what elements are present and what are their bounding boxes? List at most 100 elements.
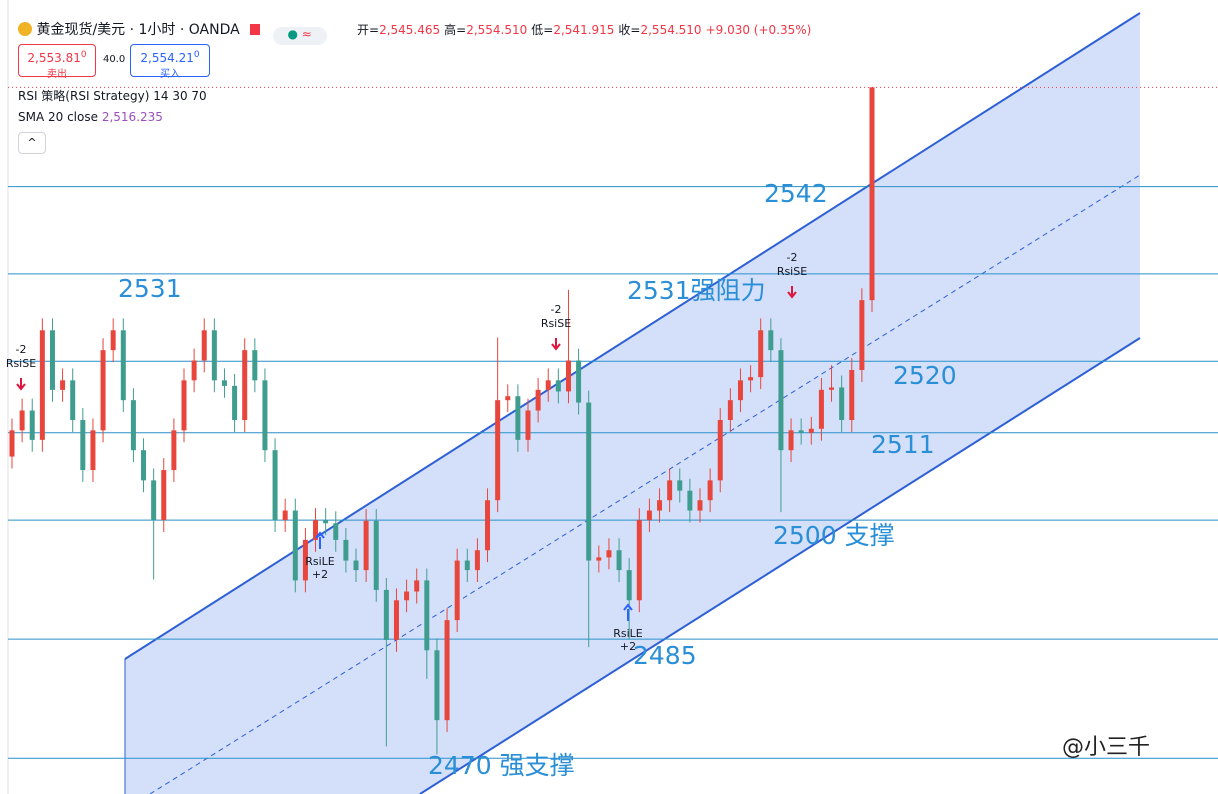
candle-body: [636, 520, 642, 601]
candle-body: [292, 510, 298, 581]
signal-arrow: [623, 603, 633, 621]
candle-body: [353, 560, 359, 571]
candle-body: [849, 370, 855, 421]
candle-body: [586, 402, 592, 561]
sell-fraction: 0: [80, 50, 87, 60]
candle-body: [414, 580, 420, 592]
signal-arrow: [787, 286, 797, 299]
collapse-button[interactable]: ^: [18, 132, 46, 154]
signal-name: RsiLE: [613, 627, 643, 640]
candle-body: [657, 500, 663, 511]
sell-button[interactable]: 2,553.810 卖出: [18, 44, 96, 80]
signal-name: RsiSE: [541, 317, 571, 330]
signal-size: -2: [551, 303, 562, 316]
candle-body: [737, 380, 743, 401]
ohlc-value: 2,554.510: [466, 23, 528, 37]
candle-body: [748, 377, 754, 381]
flag[interactable]: [250, 24, 261, 35]
annotation: 2500 支撑: [773, 521, 895, 550]
annotation: 2531强阻力: [627, 276, 766, 305]
candle-body: [130, 400, 136, 451]
candle-body: [80, 420, 86, 471]
signal-name: RsiSE: [6, 357, 36, 370]
candle-body: [798, 430, 804, 433]
candle-body: [191, 360, 197, 381]
signal-size: -2: [16, 343, 27, 356]
watermark: @小三千: [1062, 735, 1150, 760]
candle-body: [29, 410, 35, 440]
candle-body: [626, 570, 632, 601]
candle-body: [373, 520, 379, 590]
candle-body: [525, 410, 531, 440]
ohlc-change: +9.030 (+0.35%): [705, 23, 812, 37]
candle-body: [829, 387, 835, 390]
channel-fill: [125, 13, 1140, 794]
signal-size: +2: [620, 640, 636, 653]
signal-size: +2: [312, 568, 328, 581]
candle-body: [495, 400, 501, 501]
symbol-title[interactable]: 黄金现货/美元 · 1小时 · OANDA: [36, 22, 240, 38]
candle-body: [707, 480, 713, 501]
signal-size: -2: [787, 251, 798, 264]
candle-body: [90, 430, 96, 471]
buy-price: 2,554.21: [140, 51, 194, 65]
candle-body: [697, 500, 703, 511]
candle-body: [616, 550, 622, 571]
candle-body: [343, 539, 349, 561]
candle-body: [383, 589, 389, 640]
candle-body: [171, 430, 177, 471]
candle-body: [545, 380, 551, 390]
candle-body: [393, 600, 399, 640]
spread: 40.0: [103, 54, 126, 65]
candle-body: [535, 389, 541, 411]
header: 黄金现货/美元 · 1小时 · OANDA ● ≈: [18, 19, 327, 45]
candle-body: [778, 350, 784, 451]
candle-body: [49, 330, 55, 390]
candle-body: [505, 396, 511, 401]
channel-lower: [419, 337, 1141, 794]
candle-body: [333, 523, 339, 540]
buy-button[interactable]: 2,554.210 买入: [130, 44, 210, 80]
status-pill[interactable]: ● ≈: [272, 27, 327, 45]
indicator-rsi[interactable]: RSI 策略(RSI Strategy) 14 30 70: [18, 87, 207, 104]
candle-body: [100, 350, 106, 431]
candle-body: [555, 380, 561, 392]
rsi-name: RSI 策略(RSI Strategy): [18, 89, 150, 103]
candle-body: [70, 380, 76, 421]
signal-arrow: [551, 338, 561, 351]
ohlc-value: 2,545.465: [379, 23, 441, 37]
candle-body: [313, 520, 319, 540]
candle-body: [39, 330, 45, 440]
sell-label: 卖出: [47, 69, 67, 80]
candle-body: [788, 430, 794, 451]
ohlc-label: 低=: [531, 23, 554, 37]
candle-body: [859, 300, 865, 371]
candle-body: [120, 330, 126, 401]
ohlc-label: 收=: [618, 23, 641, 37]
annotations: 2542 2531 2531强阻力 2520 2511 2500 支撑 2485 2470 强…: [118, 179, 957, 780]
candle-body: [869, 87, 875, 301]
candle-body: [727, 400, 733, 421]
candle-body: [667, 480, 673, 501]
ohlc-label: 高=: [444, 23, 467, 37]
candle-body: [687, 490, 693, 511]
signal-arrow: [16, 378, 26, 391]
candles: [8, 86, 1218, 755]
candle-body: [201, 330, 207, 361]
indicator-sma[interactable]: SMA 20 close 2,516.235: [18, 110, 163, 124]
candle-body: [9, 430, 15, 457]
rsi-params: 14 30 70: [153, 89, 207, 103]
candle-body: [161, 470, 167, 521]
candle-body: [464, 560, 470, 571]
candle-body: [302, 539, 308, 581]
candle-body: [717, 420, 723, 481]
candle-body: [262, 380, 268, 451]
candle-body: [404, 591, 410, 601]
candle-body: [434, 650, 440, 721]
signal-name: RsiLE: [305, 555, 335, 568]
candle-body: [282, 510, 288, 521]
candle-body: [474, 550, 480, 571]
